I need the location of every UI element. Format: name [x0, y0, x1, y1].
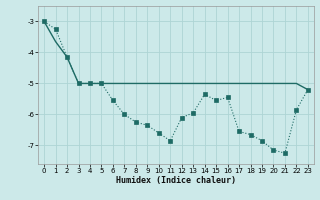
- X-axis label: Humidex (Indice chaleur): Humidex (Indice chaleur): [116, 176, 236, 185]
